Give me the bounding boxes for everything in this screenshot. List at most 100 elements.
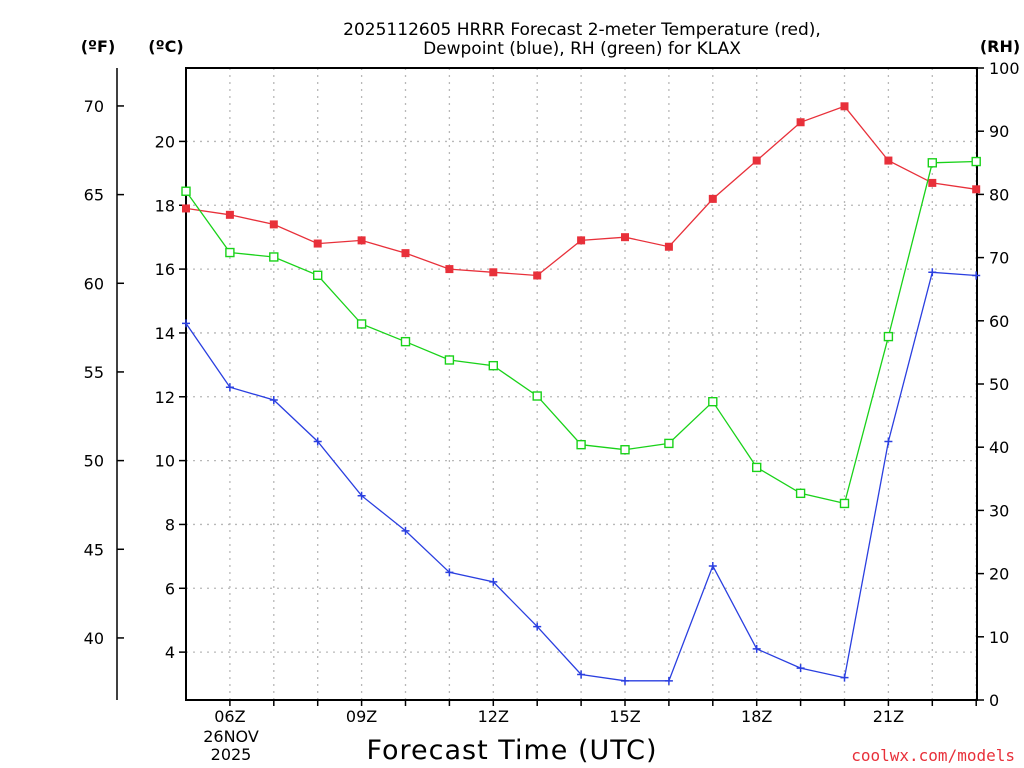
rh-tick-label: 0 xyxy=(989,691,999,710)
time-tick-label: 15Z xyxy=(609,707,640,726)
rh-tick-label: 40 xyxy=(989,438,1009,457)
rh-point xyxy=(883,331,894,342)
rh-tick-label: 60 xyxy=(989,312,1009,331)
fahrenheit-tick-label: 60 xyxy=(84,274,104,293)
celsius-axis: 4 6 8 10 12 14 16 18 20 xyxy=(155,132,186,662)
rh-point xyxy=(839,498,850,509)
dewpoint-point xyxy=(489,577,498,586)
credit-label: coolwx.com/models xyxy=(851,746,1015,765)
rh-point xyxy=(795,488,806,499)
temperature-series xyxy=(182,102,981,280)
celsius-tick-label: 8 xyxy=(165,515,175,534)
rh-tick-label: 50 xyxy=(989,375,1009,394)
temperature-point xyxy=(489,268,498,277)
dewpoint-point xyxy=(884,437,893,446)
rh-unit-label: (RH) xyxy=(980,37,1020,56)
temperature-point xyxy=(182,204,190,213)
dewpoint-point xyxy=(840,673,849,682)
temperature-point xyxy=(972,185,981,194)
rh-tick-label: 100 xyxy=(989,59,1020,78)
celsius-tick-label: 6 xyxy=(165,579,175,598)
temperature-point xyxy=(533,271,542,280)
temperature-point xyxy=(664,242,673,251)
rh-point xyxy=(927,158,937,168)
rh-point xyxy=(708,396,718,407)
rh-tick-label: 10 xyxy=(989,628,1009,647)
x-axis-title: Forecast Time (UTC) xyxy=(366,735,657,766)
rh-series xyxy=(181,156,981,509)
rh-point xyxy=(971,156,981,167)
dewpoint-point xyxy=(357,491,366,500)
rh-point xyxy=(576,439,586,450)
temperature-point xyxy=(401,249,410,258)
rh-point xyxy=(444,355,455,365)
fahrenheit-tick-label: 40 xyxy=(84,629,104,648)
rh-tick-label: 70 xyxy=(989,249,1009,268)
temperature-point xyxy=(840,102,849,111)
rh-tick-label: 30 xyxy=(989,501,1009,520)
celsius-tick-label: 4 xyxy=(165,643,175,662)
dewpoint-point xyxy=(664,676,673,685)
temperature-point xyxy=(884,156,893,165)
temperature-point xyxy=(357,236,366,245)
fahrenheit-tick-label: 55 xyxy=(84,363,104,382)
rh-point xyxy=(181,186,191,196)
grid-lines xyxy=(186,68,977,700)
time-tick-label: 06Z xyxy=(214,707,245,726)
rh-point xyxy=(532,391,542,401)
temperature-point xyxy=(752,156,761,165)
time-axis: 06Z 09Z 12Z 15Z 18Z 21Z xyxy=(214,700,977,726)
rh-tick-label: 90 xyxy=(989,122,1009,141)
dewpoint-point xyxy=(313,437,322,446)
chart-title-line1: 2025112605 HRRR Forecast 2-meter Tempera… xyxy=(343,20,821,40)
temperature-point xyxy=(269,220,278,229)
celsius-unit-label: (ºC) xyxy=(148,37,183,56)
date-label-line1: 26NOV xyxy=(203,727,259,746)
temperature-point xyxy=(225,210,234,219)
time-tick-label: 18Z xyxy=(741,707,772,726)
dewpoint-point xyxy=(972,271,981,280)
dewpoint-point xyxy=(269,395,278,404)
rh-tick-label: 20 xyxy=(989,565,1009,584)
dewpoint-point xyxy=(577,670,586,679)
celsius-tick-label: 12 xyxy=(155,388,175,407)
rh-point xyxy=(620,445,630,455)
rh-point xyxy=(664,438,674,449)
fahrenheit-axis: 40 45 50 55 60 65 70 xyxy=(84,97,124,648)
fahrenheit-unit-label: (ºF) xyxy=(81,37,116,56)
rh-point xyxy=(225,247,235,258)
dewpoint-point xyxy=(928,268,937,277)
dewpoint-series xyxy=(182,268,981,685)
rh-tick-label: 80 xyxy=(989,185,1009,204)
dewpoint-point xyxy=(401,526,410,535)
celsius-tick-label: 20 xyxy=(155,132,175,151)
fahrenheit-tick-label: 45 xyxy=(84,540,104,559)
date-label-line2: 2025 xyxy=(211,745,252,764)
chart-title-line2: Dewpoint (blue), RH (green) for KLAX xyxy=(423,39,741,59)
rh-point xyxy=(400,336,411,347)
dewpoint-point xyxy=(621,676,629,685)
rh-axis: 0 10 20 30 40 50 60 70 80 90 100 xyxy=(977,59,1020,710)
rh-point xyxy=(269,252,279,262)
fahrenheit-tick-label: 65 xyxy=(84,186,104,205)
time-tick-label: 09Z xyxy=(346,707,377,726)
dewpoint-point xyxy=(752,644,761,653)
dewpoint-point xyxy=(182,319,190,328)
dewpoint-point xyxy=(533,622,542,631)
dewpoint-point xyxy=(708,561,717,570)
temperature-point xyxy=(708,194,717,203)
celsius-tick-label: 14 xyxy=(155,324,175,343)
dewpoint-point xyxy=(445,568,454,577)
time-tick-label: 21Z xyxy=(873,707,904,726)
series-layer xyxy=(181,102,981,685)
temperature-point xyxy=(577,236,586,245)
rh-point xyxy=(356,319,367,329)
celsius-tick-label: 10 xyxy=(155,452,175,471)
celsius-tick-label: 18 xyxy=(155,196,175,215)
time-tick-label: 12Z xyxy=(478,707,509,726)
temperature-point xyxy=(621,233,629,242)
rh-point xyxy=(752,462,762,473)
fahrenheit-tick-label: 50 xyxy=(84,452,104,471)
